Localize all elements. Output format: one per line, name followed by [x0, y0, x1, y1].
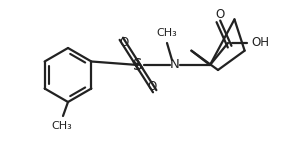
Text: N: N	[170, 58, 180, 71]
Text: CH₃: CH₃	[52, 121, 72, 131]
Text: OH: OH	[251, 36, 269, 50]
Text: O: O	[215, 8, 225, 21]
Text: S: S	[133, 58, 143, 73]
Text: O: O	[147, 81, 157, 93]
Text: O: O	[119, 36, 129, 50]
Text: CH₃: CH₃	[157, 28, 177, 38]
